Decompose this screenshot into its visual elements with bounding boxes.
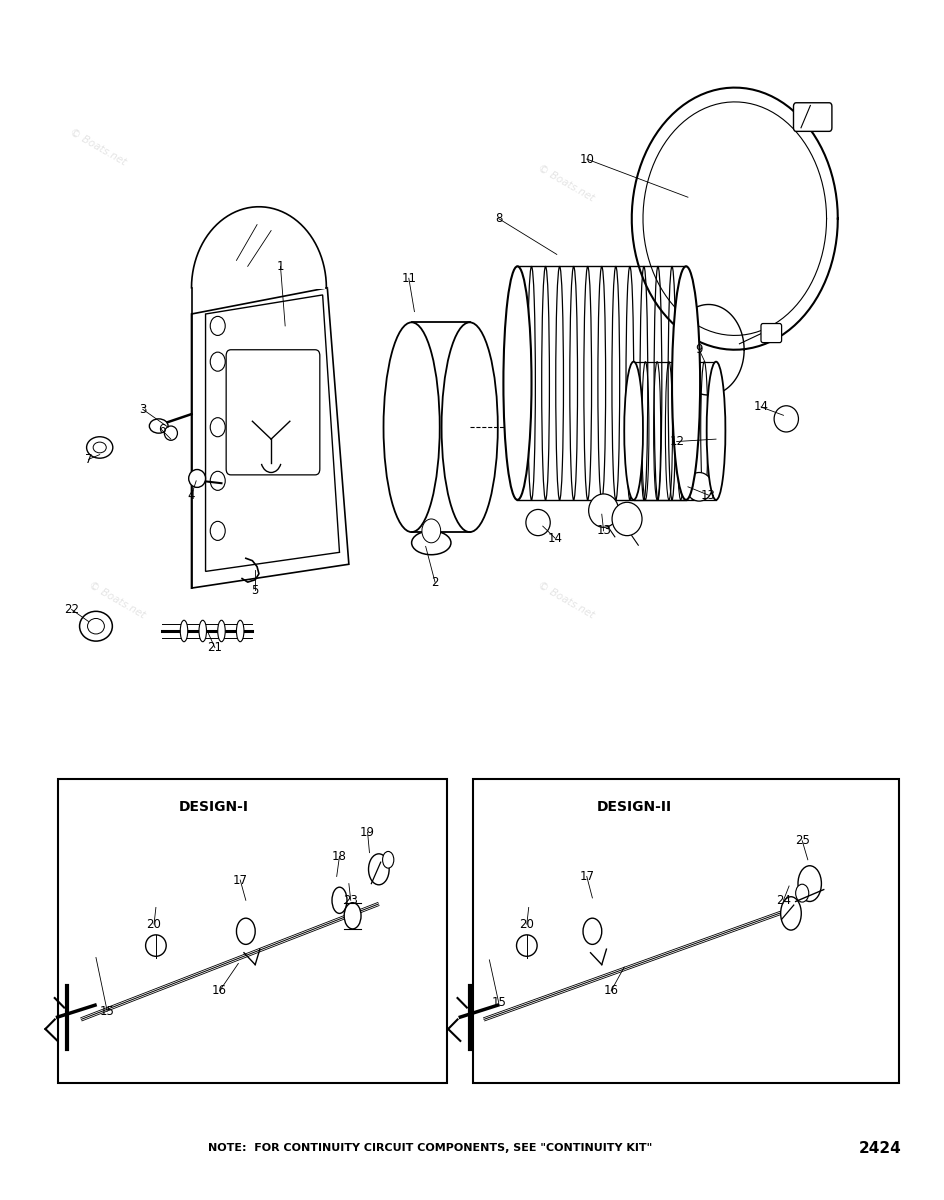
Text: DESIGN-II: DESIGN-II bbox=[597, 800, 671, 815]
Ellipse shape bbox=[149, 419, 168, 433]
Text: 13: 13 bbox=[596, 524, 611, 538]
Ellipse shape bbox=[685, 473, 712, 502]
Text: 12: 12 bbox=[668, 436, 683, 448]
Ellipse shape bbox=[236, 620, 244, 642]
Text: 7: 7 bbox=[85, 452, 93, 466]
Ellipse shape bbox=[217, 620, 225, 642]
Text: 20: 20 bbox=[146, 918, 161, 931]
Ellipse shape bbox=[79, 611, 112, 641]
Ellipse shape bbox=[180, 620, 188, 642]
Ellipse shape bbox=[582, 918, 601, 944]
Ellipse shape bbox=[706, 361, 725, 500]
Ellipse shape bbox=[236, 918, 255, 944]
Text: © Boats.net: © Boats.net bbox=[535, 937, 596, 978]
Ellipse shape bbox=[331, 887, 346, 913]
Circle shape bbox=[210, 521, 225, 540]
Ellipse shape bbox=[503, 266, 531, 500]
Text: 10: 10 bbox=[579, 152, 594, 166]
Ellipse shape bbox=[164, 426, 177, 440]
Ellipse shape bbox=[588, 494, 618, 527]
Ellipse shape bbox=[797, 865, 820, 901]
Text: 15: 15 bbox=[100, 1004, 114, 1018]
Circle shape bbox=[210, 472, 225, 491]
Text: 6: 6 bbox=[158, 424, 165, 436]
Text: 4: 4 bbox=[188, 488, 195, 502]
Polygon shape bbox=[206, 295, 339, 571]
Text: 22: 22 bbox=[64, 604, 79, 616]
Ellipse shape bbox=[344, 902, 361, 929]
Polygon shape bbox=[632, 361, 716, 500]
Ellipse shape bbox=[780, 896, 801, 930]
Bar bbox=[59, 779, 447, 1082]
Circle shape bbox=[421, 518, 440, 542]
Text: © Boats.net: © Boats.net bbox=[535, 163, 596, 203]
Ellipse shape bbox=[671, 266, 700, 500]
Text: DESIGN-I: DESIGN-I bbox=[178, 800, 248, 815]
Text: 2424: 2424 bbox=[858, 1141, 901, 1156]
Text: 15: 15 bbox=[491, 996, 506, 1009]
Polygon shape bbox=[192, 288, 348, 588]
Ellipse shape bbox=[516, 935, 536, 956]
Text: 13: 13 bbox=[700, 488, 716, 502]
Ellipse shape bbox=[795, 884, 808, 902]
Text: 2: 2 bbox=[430, 576, 438, 589]
Text: 19: 19 bbox=[360, 826, 375, 839]
Ellipse shape bbox=[773, 406, 798, 432]
Ellipse shape bbox=[145, 935, 166, 956]
Ellipse shape bbox=[612, 503, 641, 535]
Text: 14: 14 bbox=[752, 401, 767, 414]
Text: 18: 18 bbox=[331, 850, 346, 863]
Ellipse shape bbox=[383, 323, 439, 532]
Polygon shape bbox=[517, 266, 685, 500]
Text: 9: 9 bbox=[695, 343, 702, 356]
Ellipse shape bbox=[525, 510, 549, 535]
Ellipse shape bbox=[441, 323, 497, 532]
Ellipse shape bbox=[368, 854, 389, 884]
Text: 16: 16 bbox=[211, 984, 227, 997]
Text: 16: 16 bbox=[603, 984, 618, 997]
Text: 5: 5 bbox=[251, 584, 259, 596]
Text: 8: 8 bbox=[495, 212, 502, 226]
Ellipse shape bbox=[382, 852, 394, 868]
Text: © Boats.net: © Boats.net bbox=[87, 580, 146, 620]
Ellipse shape bbox=[87, 437, 112, 458]
Ellipse shape bbox=[189, 469, 206, 487]
Text: © Boats.net: © Boats.net bbox=[87, 937, 146, 978]
Text: 23: 23 bbox=[343, 894, 358, 907]
Text: 17: 17 bbox=[579, 870, 594, 883]
Ellipse shape bbox=[412, 530, 450, 554]
Ellipse shape bbox=[88, 618, 104, 634]
Ellipse shape bbox=[93, 442, 106, 452]
Text: 17: 17 bbox=[232, 874, 247, 887]
Text: © Boats.net: © Boats.net bbox=[68, 127, 127, 167]
Text: 3: 3 bbox=[139, 403, 146, 416]
Text: 20: 20 bbox=[519, 918, 533, 931]
Circle shape bbox=[210, 317, 225, 336]
Ellipse shape bbox=[624, 361, 642, 500]
FancyBboxPatch shape bbox=[793, 103, 831, 131]
Text: 25: 25 bbox=[794, 834, 809, 847]
Text: © Boats.net: © Boats.net bbox=[535, 580, 596, 620]
Text: 14: 14 bbox=[547, 532, 562, 545]
Text: NOTE:  FOR CONTINUITY CIRCUIT COMPONENTS, SEE "CONTINUITY KIT": NOTE: FOR CONTINUITY CIRCUIT COMPONENTS,… bbox=[208, 1144, 651, 1153]
FancyBboxPatch shape bbox=[760, 324, 781, 343]
Text: 1: 1 bbox=[277, 260, 284, 272]
Text: 11: 11 bbox=[401, 271, 416, 284]
FancyBboxPatch shape bbox=[226, 349, 319, 475]
Circle shape bbox=[210, 418, 225, 437]
Text: 24: 24 bbox=[775, 894, 790, 907]
Text: 21: 21 bbox=[207, 641, 222, 654]
Bar bbox=[472, 779, 898, 1082]
Ellipse shape bbox=[199, 620, 207, 642]
Circle shape bbox=[210, 352, 225, 371]
